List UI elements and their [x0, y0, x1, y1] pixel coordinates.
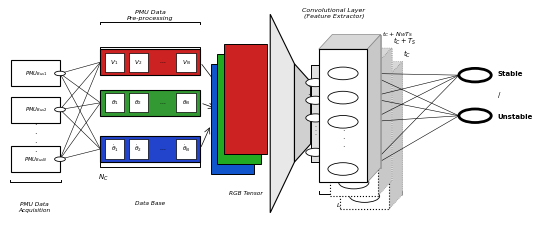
Polygon shape	[319, 35, 381, 49]
Text: $\theta_2$: $\theta_2$	[135, 98, 142, 107]
Text: $t_C + N_W T_S$: $t_C + N_W T_S$	[382, 30, 413, 39]
Circle shape	[350, 143, 380, 155]
Circle shape	[55, 71, 65, 76]
Text: PMU Data
Pre-processing: PMU Data Pre-processing	[127, 10, 174, 20]
Text: $PMU_{Bus1}$: $PMU_{Bus1}$	[24, 69, 47, 78]
Bar	[129, 93, 148, 112]
Polygon shape	[378, 48, 392, 196]
Circle shape	[339, 105, 369, 117]
Bar	[211, 64, 254, 174]
Circle shape	[328, 116, 358, 128]
Circle shape	[328, 163, 358, 175]
Text: $t_C + T_S$: $t_C + T_S$	[393, 36, 415, 47]
Circle shape	[339, 129, 369, 142]
Circle shape	[350, 94, 380, 107]
Text: $V_2$: $V_2$	[134, 58, 142, 67]
Text: $\cdots$: $\cdots$	[159, 100, 166, 105]
Text: $\cdots$: $\cdots$	[159, 60, 166, 65]
Text: ·
·
·
·: · · · ·	[34, 121, 37, 158]
Circle shape	[459, 109, 491, 123]
Text: ·
·
·: · · ·	[342, 128, 344, 152]
Circle shape	[55, 107, 65, 112]
Bar	[100, 49, 200, 75]
Text: RGB Tensor: RGB Tensor	[229, 191, 262, 196]
Text: $V_1$: $V_1$	[110, 58, 119, 67]
Polygon shape	[330, 48, 392, 63]
Text: LSTM Classifier: LSTM Classifier	[337, 203, 384, 208]
Circle shape	[306, 114, 325, 122]
Circle shape	[459, 68, 491, 82]
Polygon shape	[332, 35, 381, 168]
Circle shape	[55, 157, 65, 161]
Bar	[217, 54, 261, 164]
Polygon shape	[343, 48, 392, 181]
Bar	[11, 60, 60, 86]
Text: Stable: Stable	[498, 71, 523, 77]
Bar	[105, 53, 124, 72]
Text: Convolutional Layer
(Feature Extractor): Convolutional Layer (Feature Extractor)	[302, 8, 365, 19]
Polygon shape	[354, 62, 402, 195]
Circle shape	[339, 81, 369, 93]
Text: $PMU_{BusN}$: $PMU_{BusN}$	[24, 155, 47, 164]
Bar	[224, 44, 267, 154]
Bar	[319, 49, 367, 182]
Text: $PMU_{Bus2}$: $PMU_{Bus2}$	[24, 105, 47, 114]
Text: $t_C$: $t_C$	[403, 49, 412, 60]
Text: $\theta_N$: $\theta_N$	[182, 98, 190, 107]
Bar	[100, 136, 200, 162]
Bar	[176, 93, 195, 112]
Bar	[11, 146, 60, 172]
Text: $\dot{\theta}_1$: $\dot{\theta}_1$	[111, 144, 118, 154]
Bar	[105, 139, 124, 159]
Text: $\dot{\theta}_N$: $\dot{\theta}_N$	[182, 144, 191, 154]
Circle shape	[350, 190, 380, 202]
Circle shape	[328, 91, 358, 104]
Text: Data Base: Data Base	[135, 201, 166, 206]
Bar	[311, 65, 320, 162]
Text: $\theta_1$: $\theta_1$	[111, 98, 118, 107]
Bar	[105, 93, 124, 112]
Text: /: /	[498, 92, 500, 99]
Polygon shape	[367, 35, 381, 182]
Polygon shape	[294, 64, 311, 162]
Text: Unstable: Unstable	[498, 114, 533, 120]
Bar	[176, 53, 195, 72]
Polygon shape	[270, 14, 294, 213]
Text: PMU Data
Acquisition: PMU Data Acquisition	[18, 202, 50, 212]
Text: ·
·: · ·	[307, 84, 310, 100]
Circle shape	[339, 176, 369, 189]
Bar	[129, 139, 148, 159]
Text: $\dot{\theta}_2$: $\dot{\theta}_2$	[135, 144, 142, 154]
Text: ·
·
·: · · ·	[352, 141, 355, 165]
Circle shape	[350, 118, 380, 131]
Circle shape	[306, 96, 325, 104]
Text: $\cdots$: $\cdots$	[159, 147, 166, 152]
Bar	[340, 76, 389, 209]
Bar	[129, 53, 148, 72]
Bar	[100, 90, 200, 116]
Text: $N_C$: $N_C$	[98, 173, 109, 183]
Circle shape	[306, 148, 325, 156]
Text: $V_N$: $V_N$	[181, 58, 191, 67]
Bar	[176, 139, 195, 159]
Polygon shape	[389, 62, 402, 209]
Text: ·
·
·: · · ·	[363, 155, 366, 179]
Bar	[330, 63, 378, 196]
Bar	[11, 96, 60, 123]
Circle shape	[328, 67, 358, 80]
Polygon shape	[340, 62, 402, 76]
Text: ·
·
·: · · ·	[314, 124, 317, 138]
Circle shape	[306, 79, 325, 87]
